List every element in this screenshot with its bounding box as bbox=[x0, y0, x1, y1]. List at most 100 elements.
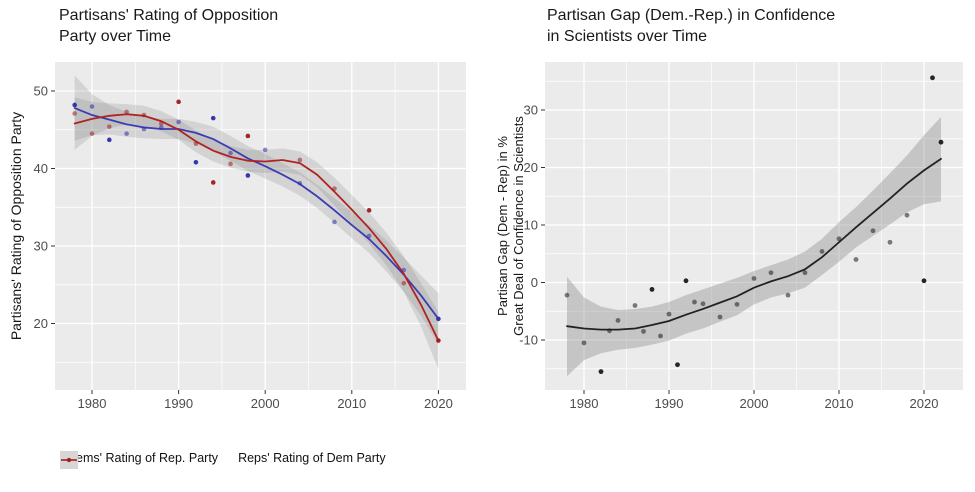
x-tick-label: 2010 bbox=[825, 396, 854, 411]
data-point bbox=[366, 233, 372, 239]
x-tick-label: 1990 bbox=[655, 396, 684, 411]
x-tick-label: 1990 bbox=[164, 396, 193, 411]
y-tick-label: 20 bbox=[524, 160, 538, 175]
y-tick-label: 20 bbox=[34, 316, 48, 331]
y-tick-label: 40 bbox=[34, 161, 48, 176]
data-point bbox=[675, 362, 680, 368]
data-point bbox=[607, 328, 612, 334]
data-point bbox=[904, 212, 910, 218]
legend-item-dems: Dems' Rating of Rep. Party bbox=[60, 451, 219, 469]
confidence-band bbox=[567, 116, 941, 377]
data-point bbox=[700, 301, 706, 307]
data-point bbox=[72, 111, 77, 116]
data-point bbox=[332, 219, 337, 225]
page-title-2: Partisan Gap (Dem.-Rep.) in Confidence in… bbox=[547, 5, 835, 47]
data-point bbox=[72, 102, 77, 108]
data-point bbox=[262, 147, 268, 153]
legend-key-reps-icon bbox=[60, 451, 78, 469]
panel-background bbox=[55, 62, 466, 390]
title-line-2: in Scientists over Time bbox=[547, 28, 708, 45]
title-line-1: Partisan Gap (Dem.-Rep.) in Confidence bbox=[547, 7, 836, 24]
data-point bbox=[836, 236, 842, 242]
data-point bbox=[615, 318, 621, 323]
data-point bbox=[938, 139, 944, 145]
data-point bbox=[641, 328, 646, 334]
data-point bbox=[193, 141, 199, 146]
data-point bbox=[692, 299, 697, 305]
data-point bbox=[785, 292, 791, 298]
data-point bbox=[228, 150, 233, 156]
x-tick-label: 2000 bbox=[740, 396, 769, 411]
data-point bbox=[921, 278, 927, 284]
data-point bbox=[581, 340, 587, 346]
data-point bbox=[401, 267, 407, 273]
data-point bbox=[297, 180, 303, 186]
data-point bbox=[210, 115, 216, 121]
data-point bbox=[436, 338, 441, 343]
data-point bbox=[819, 249, 825, 254]
data-point bbox=[802, 270, 808, 276]
data-point bbox=[124, 131, 129, 136]
y-tick-label: 30 bbox=[524, 103, 538, 118]
data-point bbox=[751, 276, 757, 281]
smoothed-trend-line bbox=[566, 157, 942, 331]
data-point bbox=[89, 131, 95, 136]
legend-label-dems: Dems' Rating of Rep. Party bbox=[67, 451, 219, 465]
x-tick-label: 2000 bbox=[251, 396, 280, 411]
data-point bbox=[666, 311, 672, 317]
x-tick-label: 2020 bbox=[424, 396, 453, 411]
data-point bbox=[245, 173, 251, 178]
y-tick-label: 10 bbox=[524, 218, 538, 233]
y-tick-label: 50 bbox=[34, 84, 48, 99]
confidence-band bbox=[74, 97, 439, 370]
legend: Dems' Rating of Rep. Party Reps' Rating … bbox=[60, 451, 386, 469]
x-tick-label: 1980 bbox=[570, 396, 599, 411]
x-tick-label: 2020 bbox=[910, 396, 939, 411]
data-point bbox=[683, 278, 689, 284]
legend-item-reps: Reps' Rating of Dem Party bbox=[60, 451, 386, 469]
data-point bbox=[158, 121, 164, 126]
data-point bbox=[930, 75, 935, 81]
data-point bbox=[141, 126, 147, 132]
smoothed-trend-line bbox=[73, 107, 440, 320]
data-point bbox=[366, 208, 372, 213]
x-tick-label: 2010 bbox=[337, 396, 366, 411]
legend-label-reps: Reps' Rating of Dem Party bbox=[238, 451, 386, 465]
data-point bbox=[158, 125, 164, 130]
data-point bbox=[210, 180, 216, 185]
data-point bbox=[436, 316, 441, 322]
x-tick-label: 1980 bbox=[78, 396, 107, 411]
data-point bbox=[228, 161, 233, 167]
data-point bbox=[734, 301, 740, 307]
y-tick-label: 30 bbox=[34, 239, 48, 254]
page-title: Partisans' Rating of Opposition Party ove… bbox=[59, 5, 278, 47]
data-point bbox=[89, 104, 95, 109]
y-tick-label: -10 bbox=[519, 333, 538, 348]
plot-area-opposition: 1980 1990 2000 2010 2020 50 40 30 20 bbox=[34, 62, 466, 411]
data-point bbox=[853, 257, 859, 262]
data-point bbox=[632, 303, 638, 308]
data-point bbox=[564, 292, 570, 298]
data-point bbox=[332, 186, 337, 191]
data-point bbox=[649, 287, 655, 292]
data-point bbox=[401, 280, 407, 286]
title-line-2: Party over Time bbox=[59, 28, 172, 45]
title-line-1: Partisans' Rating of Opposition bbox=[59, 7, 279, 24]
chart-opposition-rating: Partisans' Rating of Opposition Party ove… bbox=[0, 0, 487, 492]
data-point bbox=[658, 333, 663, 339]
data-point bbox=[598, 369, 604, 375]
chart-science-gap: Partisan Gap (Dem.-Rep.) in Confidence in… bbox=[487, 0, 975, 492]
data-point bbox=[107, 124, 112, 129]
data-point bbox=[768, 270, 774, 276]
data-point bbox=[297, 157, 303, 163]
data-point bbox=[107, 137, 112, 143]
legend-key-point bbox=[66, 457, 72, 463]
data-point bbox=[245, 133, 251, 139]
data-point bbox=[124, 109, 129, 115]
data-point bbox=[176, 119, 181, 125]
y-tick-label: 0 bbox=[531, 275, 538, 290]
data-point bbox=[141, 112, 147, 118]
